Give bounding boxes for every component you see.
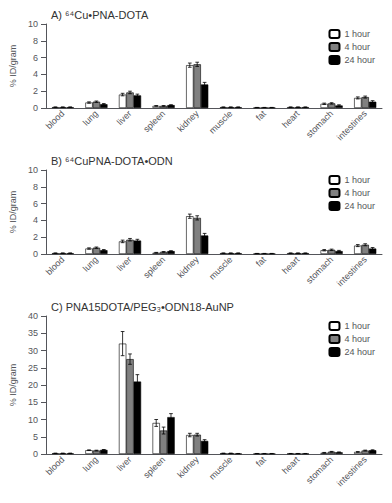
svg-text:muscle: muscle [207,454,234,481]
svg-text:heart: heart [280,254,302,276]
svg-text:4: 4 [33,69,38,79]
svg-text:muscle: muscle [207,108,234,135]
svg-text:0: 0 [33,103,38,113]
svg-text:30: 30 [28,346,38,356]
svg-text:heart: heart [280,454,302,476]
svg-text:C) PNA15DOTA/PEG₃•ODN18-AuNP: C) PNA15DOTA/PEG₃•ODN18-AuNP [51,301,234,313]
svg-text:10: 10 [28,165,38,175]
svg-text:24 hour: 24 hour [344,347,375,357]
svg-text:intestines: intestines [335,454,369,488]
svg-text:intestines: intestines [335,108,369,142]
svg-text:kidney: kidney [175,454,201,480]
svg-text:lung: lung [81,454,100,473]
svg-text:intestines: intestines [335,254,369,288]
svg-text:stomach: stomach [304,108,335,139]
svg-text:fat: fat [254,454,268,468]
svg-text:25: 25 [28,363,38,373]
svg-text:% ID/gram: % ID/gram [8,191,18,234]
svg-text:1 hour: 1 hour [344,321,370,331]
svg-text:blood: blood [44,254,67,277]
svg-text:liver: liver [115,454,134,473]
svg-text:24 hour: 24 hour [344,201,375,211]
svg-text:35: 35 [28,328,38,338]
svg-text:muscle: muscle [207,254,234,281]
svg-text:stomach: stomach [304,454,335,485]
svg-text:fat: fat [254,254,268,268]
svg-text:blood: blood [44,454,67,477]
svg-text:10: 10 [28,19,38,29]
svg-text:10: 10 [28,415,38,425]
svg-text:6: 6 [33,199,38,209]
svg-text:spleen: spleen [141,108,167,134]
svg-text:lung: lung [81,254,100,273]
svg-text:% ID/gram: % ID/gram [8,364,18,407]
svg-text:5: 5 [33,432,38,442]
svg-text:2: 2 [33,86,38,96]
svg-text:8: 8 [33,182,38,192]
svg-text:4: 4 [33,215,38,225]
svg-text:0: 0 [33,249,38,259]
svg-text:4 hour: 4 hour [344,334,370,344]
svg-text:fat: fat [254,108,268,122]
svg-text:liver: liver [115,254,134,273]
svg-text:40: 40 [28,311,38,321]
svg-text:stomach: stomach [304,254,335,285]
svg-text:4 hour: 4 hour [344,188,370,198]
svg-text:15: 15 [28,397,38,407]
svg-text:1 hour: 1 hour [344,29,370,39]
svg-text:blood: blood [44,108,67,131]
svg-text:% ID/gram: % ID/gram [8,45,18,88]
svg-text:spleen: spleen [141,254,167,280]
svg-text:1 hour: 1 hour [344,175,370,185]
svg-text:8: 8 [33,36,38,46]
svg-text:6: 6 [33,53,38,63]
svg-text:liver: liver [115,108,134,127]
svg-text:0: 0 [33,449,38,459]
svg-text:B) ⁶⁴CuPNA-DOTA•ODN: B) ⁶⁴CuPNA-DOTA•ODN [51,155,173,167]
svg-text:kidney: kidney [175,254,201,280]
svg-text:20: 20 [28,380,38,390]
svg-text:2: 2 [33,232,38,242]
svg-text:kidney: kidney [175,108,201,134]
svg-text:24 hour: 24 hour [344,55,375,65]
svg-text:heart: heart [280,108,302,130]
svg-text:4 hour: 4 hour [344,42,370,52]
svg-text:lung: lung [81,108,100,127]
svg-text:A) ⁶⁴Cu•PNA-DOTA: A) ⁶⁴Cu•PNA-DOTA [51,9,149,21]
svg-text:spleen: spleen [141,454,167,480]
